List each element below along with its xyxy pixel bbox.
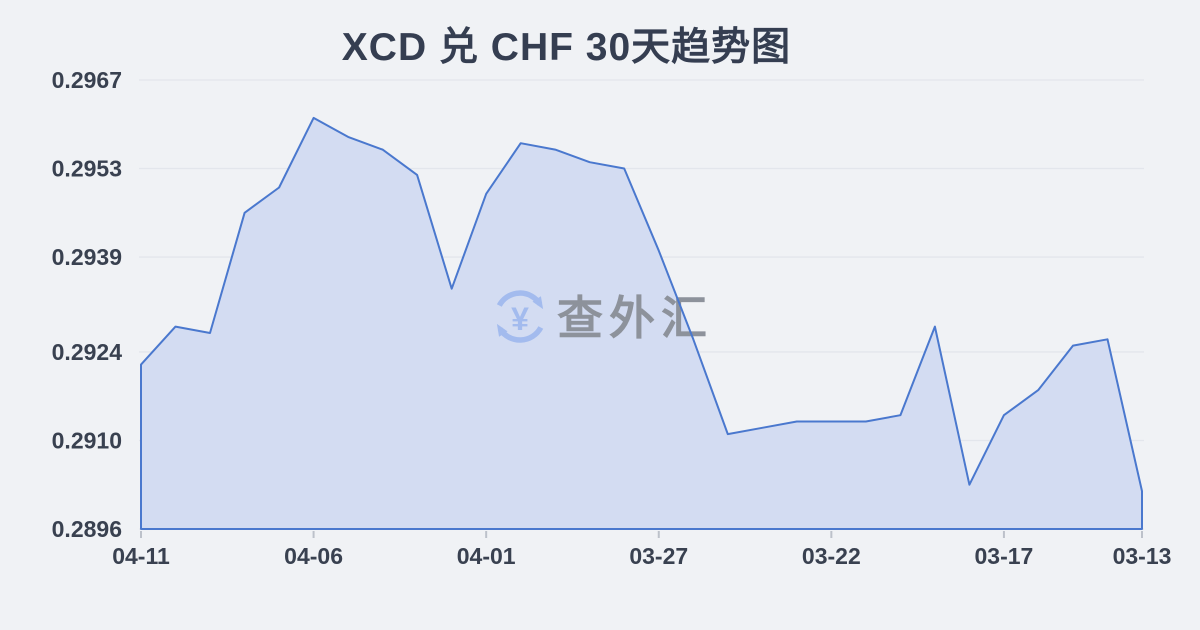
x-axis-tick-label: 03-13 [1113, 543, 1172, 569]
y-axis-tick-label: 0.2910 [52, 427, 122, 453]
currency-exchange-icon: ¥ [496, 290, 544, 343]
y-axis-tick-label: 0.2939 [52, 244, 122, 270]
x-axis-tick-label: 03-17 [975, 543, 1034, 569]
x-axis-tick-label: 04-01 [457, 543, 516, 569]
watermark: ¥ 查外汇 [496, 290, 713, 344]
x-axis-tick-label: 03-22 [802, 543, 861, 569]
area-fill [141, 117, 1142, 530]
yen-symbol: ¥ [511, 301, 529, 337]
axes: 0.2967 0.2953 0.2939 0.2924 0.2910 0.289604-1… [52, 67, 1172, 569]
chart-title: XCD 兑 CHF 30天趋势图 [341, 26, 792, 69]
y-axis-tick-label: 0.2967 [52, 67, 122, 93]
watermark-text: 查外汇 [557, 292, 713, 344]
x-axis-tick-label: 04-11 [112, 543, 170, 569]
x-axis-tick-label: 04-06 [284, 543, 343, 569]
y-axis-tick-label: 0.2896 [52, 516, 122, 542]
y-axis-tick-label: 0.2924 [52, 339, 123, 365]
trend-line [140, 116, 1143, 530]
y-axis-tick-label: 0.2953 [52, 156, 122, 182]
area-fill-shape [141, 117, 1142, 530]
trend-line-path [140, 116, 1143, 530]
x-axis-tick-label: 03-27 [629, 543, 688, 569]
